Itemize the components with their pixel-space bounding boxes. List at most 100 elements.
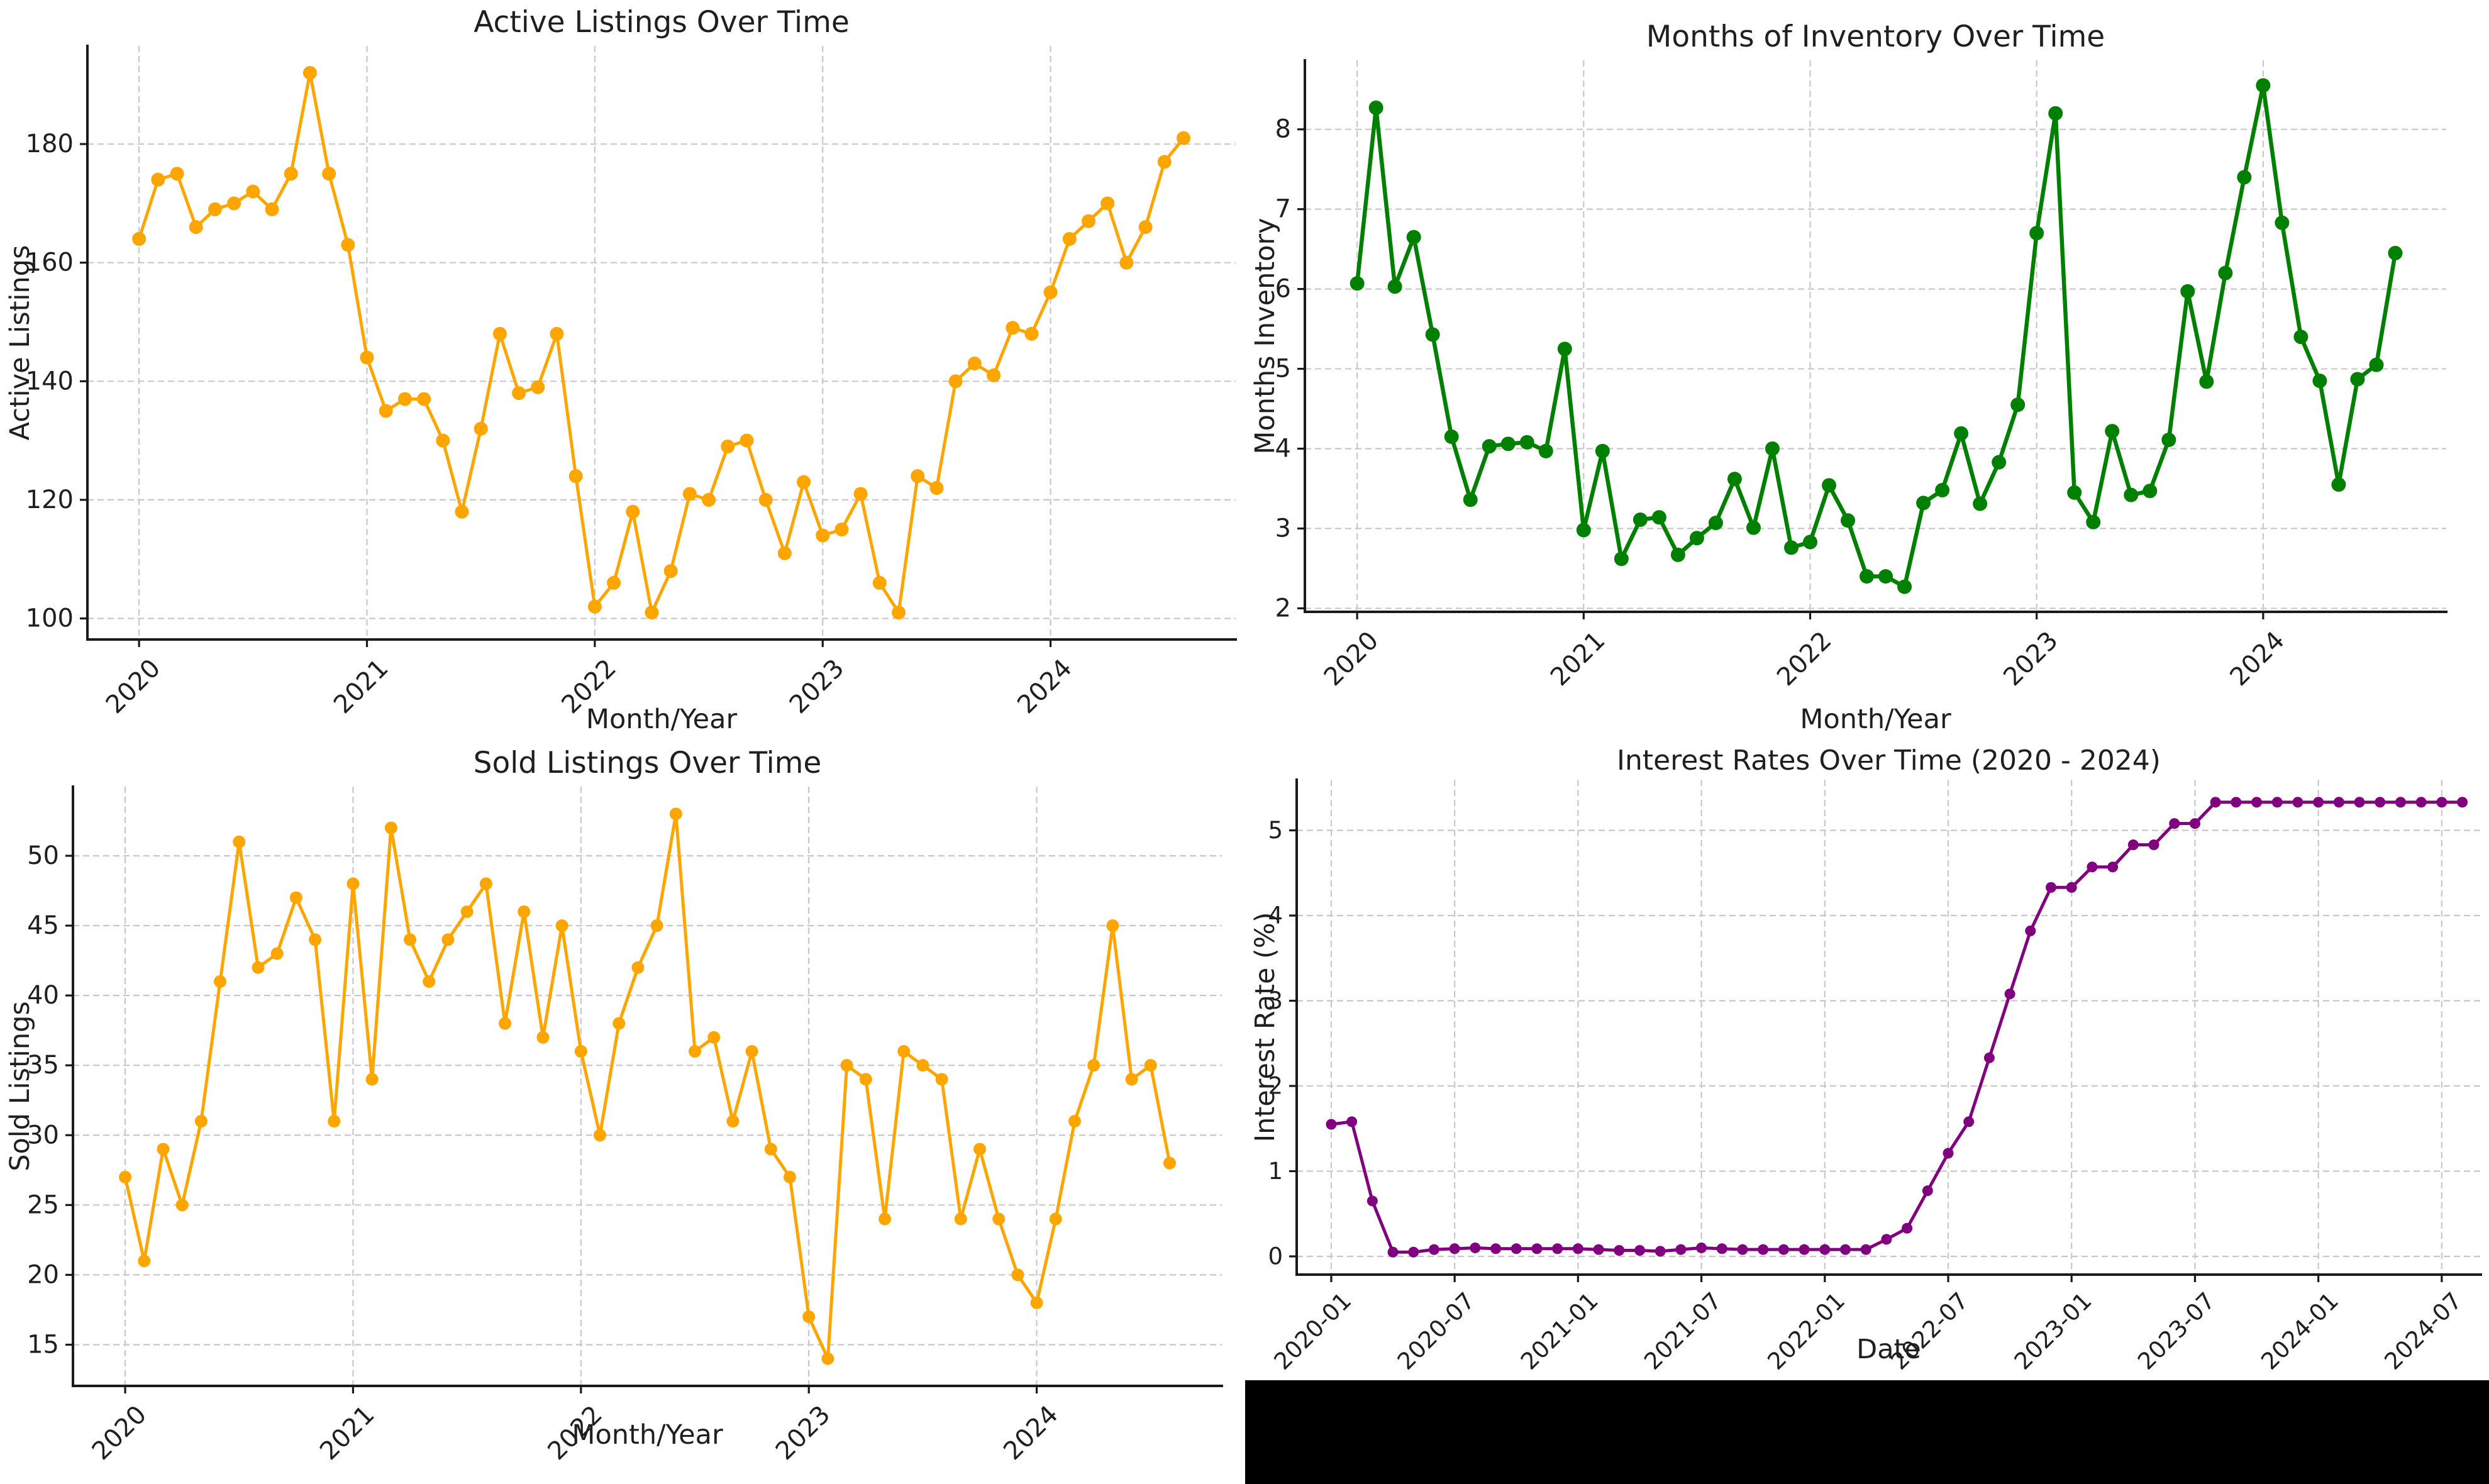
y-tick-label: 160 xyxy=(26,248,74,277)
x-tick-label: 2024 xyxy=(2224,626,2290,692)
x-tick-label: 2020 xyxy=(1319,626,1385,692)
data-point xyxy=(365,1073,379,1086)
data-point xyxy=(1538,443,1553,458)
data-point xyxy=(2375,797,2386,808)
data-point xyxy=(721,440,735,454)
data-point xyxy=(322,167,336,181)
data-point xyxy=(441,933,455,946)
data-point xyxy=(1655,1246,1666,1257)
data-point xyxy=(436,433,450,448)
data-point xyxy=(650,919,663,933)
data-point xyxy=(2048,106,2063,121)
data-point xyxy=(119,1170,132,1183)
data-point xyxy=(2004,988,2015,1000)
chart-svg-months-inventory: 2020 2021 2022 2023 2024 2 3 4 5 6 7 8 Months of Inv… xyxy=(1250,19,2448,735)
x-tick-label: 2023-01 xyxy=(2009,1287,2097,1375)
data-point xyxy=(967,357,982,371)
data-point xyxy=(1068,1115,1081,1128)
data-point xyxy=(2415,797,2427,808)
data-point xyxy=(2127,839,2139,851)
data-point xyxy=(1746,520,1761,535)
tick-marks-interest-rates xyxy=(1289,829,2443,1283)
data-point xyxy=(170,167,184,181)
data-point xyxy=(2105,424,2120,439)
data-point xyxy=(631,961,645,974)
data-point xyxy=(1727,472,1742,487)
y-tick-label: 1 xyxy=(1268,1158,1283,1185)
y-tick-label: 50 xyxy=(27,841,59,870)
data-point xyxy=(265,202,279,216)
data-point xyxy=(2275,215,2290,230)
x-tick-label: 2021 xyxy=(314,1400,380,1466)
x-tick-label: 2020-07 xyxy=(1392,1287,1480,1375)
data-point xyxy=(702,492,716,507)
y-tick-label: 7 xyxy=(1275,195,1291,224)
y-tick-label: 180 xyxy=(26,130,74,158)
data-point xyxy=(594,1129,607,1142)
y-tick-label: 5 xyxy=(1275,355,1291,384)
gridlines-interest-rates xyxy=(1296,780,2481,1275)
data-point xyxy=(745,1044,758,1058)
data-point xyxy=(1802,534,1817,550)
data-point xyxy=(797,475,811,489)
data-point xyxy=(227,196,241,211)
y-tick-label: 4 xyxy=(1275,435,1291,463)
y-tick-label: 2 xyxy=(1275,594,1291,623)
data-point xyxy=(1425,327,1440,342)
data-point xyxy=(783,1170,796,1183)
data-point xyxy=(1463,492,1478,507)
y-tick-labels-months-inventory: 2 3 4 5 6 7 8 xyxy=(1275,115,1291,623)
y-axis-label-months-inventory: Months Inventory xyxy=(1250,218,1281,454)
data-point xyxy=(1799,1244,1810,1255)
data-point xyxy=(2210,797,2221,808)
data-point xyxy=(151,172,165,187)
data-point xyxy=(1992,455,2007,470)
x-tick-label: 2020 xyxy=(101,654,167,720)
data-point xyxy=(1470,1242,1481,1253)
data-point xyxy=(1572,1243,1583,1254)
data-point xyxy=(1822,478,1837,493)
data-point xyxy=(2025,925,2036,936)
data-point xyxy=(2237,170,2252,185)
y-tick-label: 120 xyxy=(26,485,74,514)
x-tick-label: 2024-01 xyxy=(2256,1287,2344,1375)
data-point xyxy=(1943,1148,1954,1159)
data-point xyxy=(1595,443,1610,458)
data-point xyxy=(2169,818,2180,829)
data-point xyxy=(1519,435,1534,450)
data-point xyxy=(1531,1243,1543,1254)
data-point xyxy=(2457,797,2468,808)
data-point xyxy=(992,1212,1006,1226)
data-point xyxy=(948,374,963,389)
tick-marks-active-listings xyxy=(80,143,1052,647)
data-point xyxy=(2331,477,2346,492)
data-point xyxy=(233,835,246,848)
chart-title-sold-listings: Sold Listings Over Time xyxy=(474,746,822,780)
y-tick-label: 35 xyxy=(27,1051,59,1080)
data-point xyxy=(1922,1185,1933,1197)
data-point xyxy=(2189,818,2200,829)
tick-marks-months-inventory xyxy=(1297,128,2264,620)
data-point xyxy=(2029,226,2044,241)
data-point xyxy=(1708,516,1723,531)
x-tick-label: 2024 xyxy=(998,1400,1064,1466)
series-line-active-listings xyxy=(137,71,1185,614)
data-point xyxy=(1387,279,1402,294)
data-point xyxy=(2354,797,2365,808)
data-point xyxy=(1449,1243,1460,1254)
data-point xyxy=(157,1143,170,1156)
data-point xyxy=(455,504,469,519)
data-point xyxy=(2350,372,2365,387)
data-point xyxy=(132,231,147,246)
data-point xyxy=(474,421,488,436)
data-point xyxy=(2436,797,2447,808)
data-point xyxy=(859,1073,872,1086)
x-tick-label: 2021 xyxy=(1545,626,1611,692)
data-point xyxy=(2199,374,2214,389)
data-point xyxy=(1557,341,1572,357)
data-point xyxy=(417,392,431,406)
data-point xyxy=(2148,839,2159,851)
data-point xyxy=(777,546,792,560)
x-tick-label: 2020 xyxy=(87,1400,153,1466)
